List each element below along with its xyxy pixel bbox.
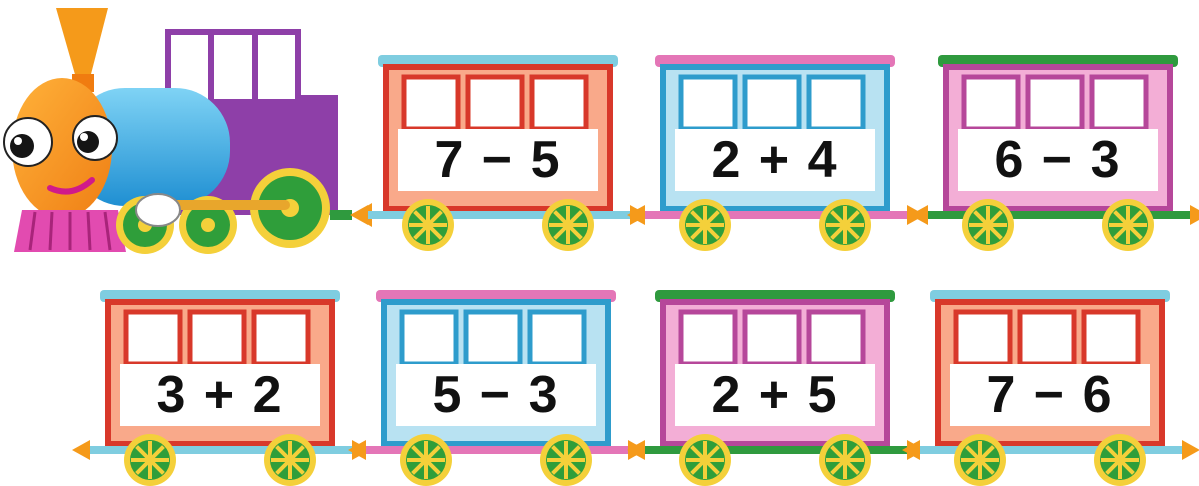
wheel-icon — [819, 434, 871, 486]
train-car — [72, 290, 370, 486]
car-window — [742, 74, 802, 132]
car-expression: 5 − 3 — [432, 366, 560, 424]
car-chassis — [90, 446, 352, 454]
car-chassis — [928, 211, 1190, 219]
car-chassis — [920, 446, 1182, 454]
coupler-icon — [627, 440, 645, 460]
coupler-icon — [1190, 205, 1199, 225]
wheel-icon — [679, 434, 731, 486]
wheel-icon — [124, 434, 176, 486]
car-window — [463, 309, 523, 367]
car-expression: 6 − 3 — [994, 131, 1122, 189]
wheel-icon — [179, 196, 237, 254]
train-car — [627, 55, 925, 251]
train-car — [627, 290, 925, 486]
label-panel — [398, 129, 598, 191]
label-panel — [396, 364, 596, 426]
car-window — [1025, 74, 1085, 132]
locomotive-boiler — [70, 88, 230, 206]
car-window — [465, 74, 525, 132]
car-window — [806, 309, 866, 367]
wheel-icon — [819, 199, 871, 251]
car-expression: 7 − 5 — [434, 131, 562, 189]
label-panel — [120, 364, 320, 426]
train-car — [902, 290, 1199, 486]
car-window — [678, 309, 738, 367]
wheel-icon — [954, 434, 1006, 486]
car-window — [953, 309, 1013, 367]
train-car — [348, 290, 646, 486]
wheel-icon — [250, 168, 330, 248]
coupler-icon — [1182, 440, 1199, 460]
car-chassis — [366, 446, 628, 454]
wheel-icon — [540, 434, 592, 486]
train-car — [350, 55, 648, 251]
car-window — [1017, 309, 1077, 367]
car-window — [961, 74, 1021, 132]
coupler-icon — [627, 205, 645, 225]
wheel-icon — [1102, 199, 1154, 251]
coupler-icon — [902, 440, 920, 460]
label-panel — [675, 129, 875, 191]
car-chassis — [368, 211, 630, 219]
car-window — [123, 309, 183, 367]
car-expression: 7 − 6 — [986, 366, 1114, 424]
car-window — [1081, 309, 1141, 367]
wheel-icon — [402, 199, 454, 251]
wheel-icon — [264, 434, 316, 486]
coupler-icon — [910, 205, 928, 225]
train-car — [910, 55, 1199, 251]
locomotive — [3, 8, 372, 254]
car-chassis — [645, 446, 907, 454]
train-cars — [72, 55, 1199, 486]
car-window — [187, 309, 247, 367]
chimney-icon — [56, 8, 108, 78]
car-chassis — [645, 211, 907, 219]
label-panel — [958, 129, 1158, 191]
label-panel — [675, 364, 875, 426]
car-window — [806, 74, 866, 132]
car-expression: 2 + 4 — [711, 131, 839, 189]
car-window — [399, 309, 459, 367]
coupler-icon — [350, 205, 368, 225]
car-window — [527, 309, 587, 367]
car-window — [1089, 74, 1149, 132]
piston-rod — [150, 200, 290, 210]
car-window — [742, 309, 802, 367]
wheel-icon — [962, 199, 1014, 251]
coupler-icon — [72, 440, 90, 460]
coupler-icon — [348, 440, 366, 460]
smile-icon — [47, 177, 95, 195]
car-window — [251, 309, 311, 367]
car-expression: 3 + 2 — [156, 366, 284, 424]
car-window — [529, 74, 589, 132]
wheel-icon — [679, 199, 731, 251]
wheel-icon — [1094, 434, 1146, 486]
car-window — [678, 74, 738, 132]
car-expression: 2 + 5 — [711, 366, 839, 424]
wheel-icon — [542, 199, 594, 251]
label-panel — [950, 364, 1150, 426]
car-window — [401, 74, 461, 132]
glove-icon — [135, 193, 181, 227]
wheel-icon — [400, 434, 452, 486]
